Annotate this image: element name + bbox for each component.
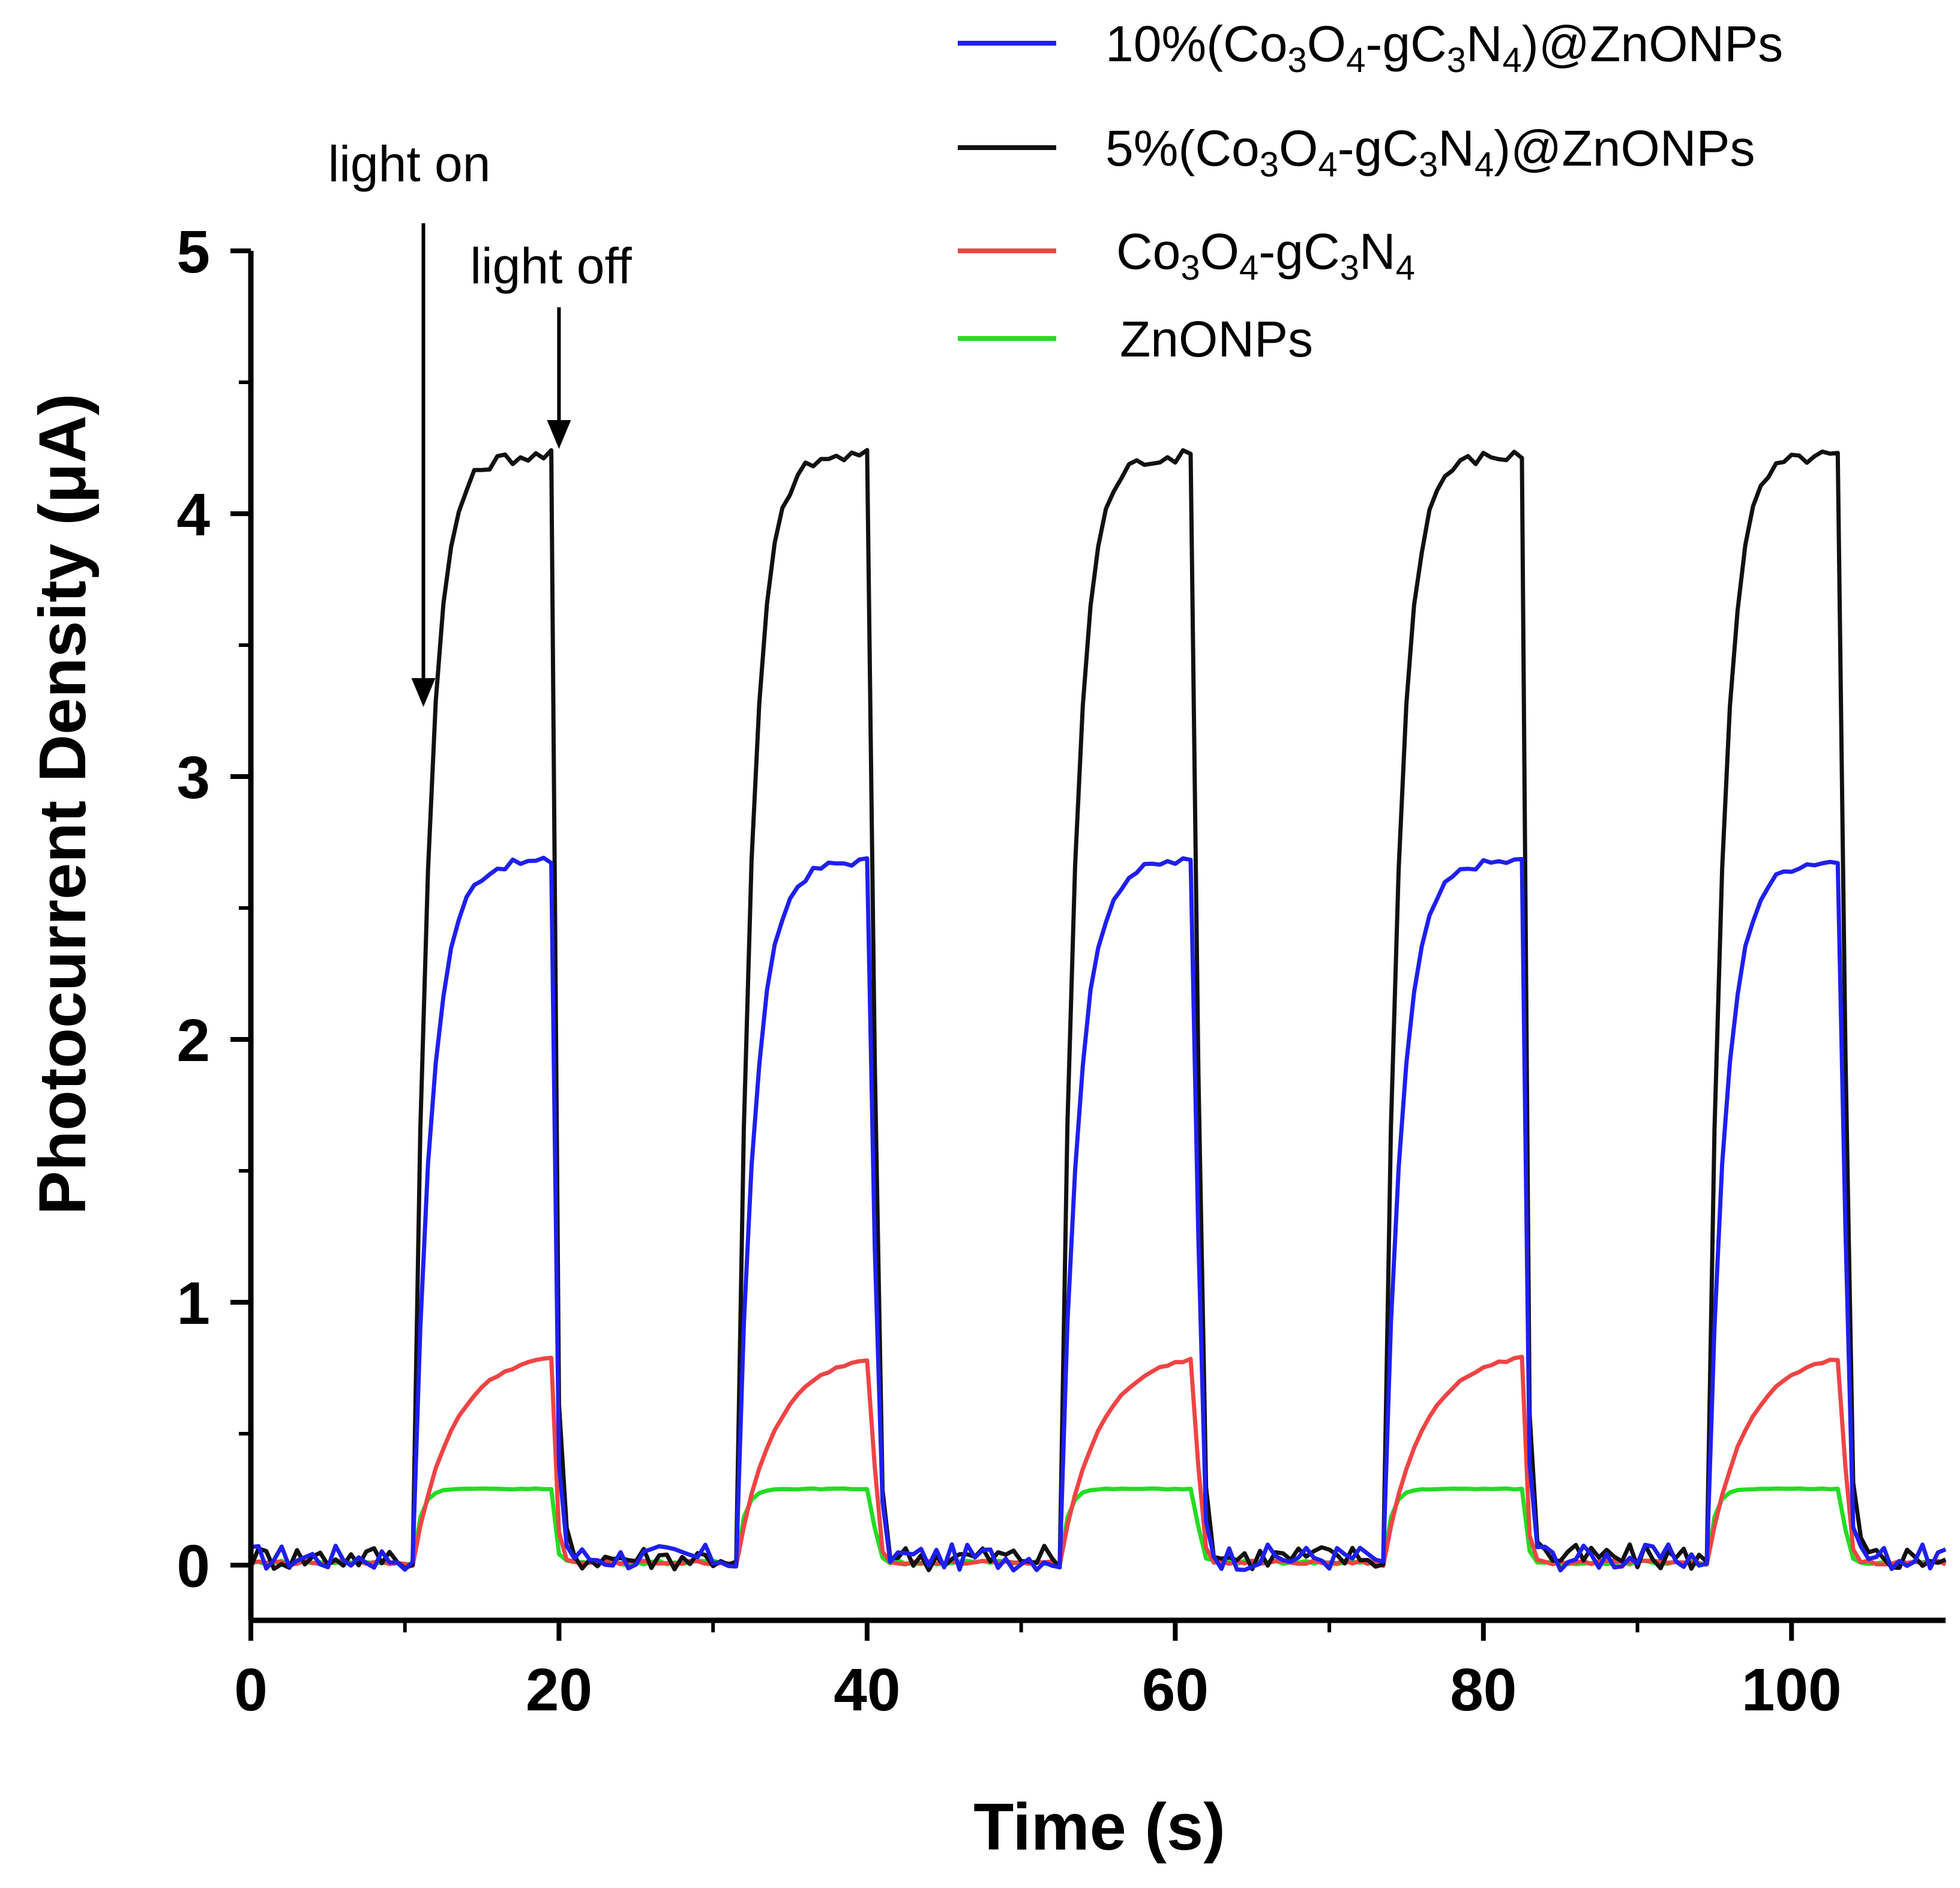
- series-line-2: [250, 1354, 1947, 1568]
- legend-label-0: 10%(Co3O4-gC3N4)@ZnONPs: [1105, 16, 1783, 80]
- plot-lines: [248, 448, 1947, 1573]
- x-tick-label: 60: [1142, 1656, 1209, 1724]
- x-tick-label: 20: [526, 1656, 592, 1724]
- ticks: 0 1 2 3 4 5 0 20 40 60 80 100: [176, 218, 1841, 1724]
- legend: 10%(Co3O4-gC3N4)@ZnONPs 5%(Co3O4-gC3N4)@Z…: [958, 16, 1783, 367]
- x-tick-label: 40: [834, 1656, 900, 1724]
- legend-label-1: 5%(Co3O4-gC3N4)@ZnONPs: [1105, 120, 1755, 184]
- x-tick-label: 80: [1450, 1656, 1517, 1724]
- light-off-arrow-head: [547, 420, 571, 449]
- y-tick-label: 5: [176, 218, 210, 286]
- y-tick-label: 3: [176, 744, 210, 811]
- y-tick-label: 1: [176, 1270, 210, 1337]
- light-on-label: light on: [328, 136, 491, 192]
- legend-label-3: ZnONPs: [1120, 311, 1313, 367]
- annotations: light on light off: [328, 136, 632, 707]
- y-tick-label: 2: [176, 1007, 210, 1074]
- axes: [248, 251, 1946, 1623]
- x-tick-label: 0: [234, 1656, 268, 1724]
- light-on-arrow-head: [411, 678, 436, 707]
- legend-label-2: Co3O4-gC3N4: [1116, 223, 1415, 287]
- x-tick-label: 100: [1742, 1656, 1842, 1724]
- series-line-1: [248, 448, 1947, 1572]
- x-axis-title: Time (s): [973, 1790, 1225, 1864]
- y-tick-label: 0: [176, 1533, 210, 1600]
- series-line-0: [250, 855, 1947, 1573]
- light-off-label: light off: [470, 238, 632, 294]
- y-axis-title: Photocurrent Density (μA): [26, 393, 100, 1215]
- y-tick-label: 4: [176, 481, 210, 549]
